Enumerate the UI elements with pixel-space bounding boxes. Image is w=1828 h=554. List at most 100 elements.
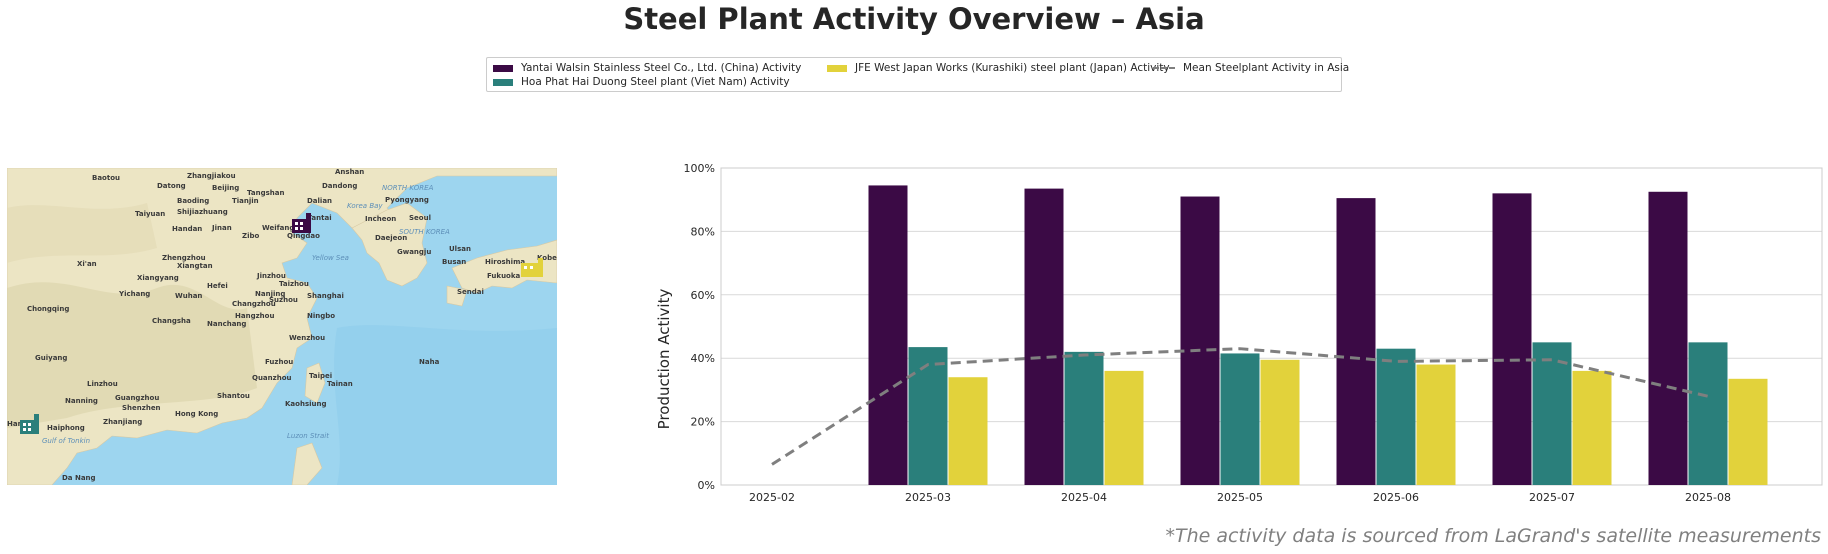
japan-land <box>451 239 557 294</box>
map-label-xiangtan: Xiangtan <box>177 262 213 270</box>
map-label-shenzhen: Shenzhen <box>122 404 161 412</box>
bar-2025-06-series-2 <box>1376 348 1416 485</box>
map-label-gwangju: Gwangju <box>397 248 431 256</box>
map-label-incheon: Incheon <box>365 215 396 223</box>
map-label-ulsan: Ulsan <box>449 245 471 253</box>
bar-2025-06-series-3 <box>1416 364 1456 485</box>
map-label-nanjing: Nanjing <box>255 290 285 298</box>
map-label-daejeon: Daejeon <box>375 234 407 242</box>
map-label-naha: Naha <box>419 358 440 366</box>
x-tick-label: 2025-07 <box>1529 491 1575 504</box>
bar-2025-07-series-2 <box>1532 342 1572 485</box>
map-label-quanzhou: Quanzhou <box>252 374 292 382</box>
terrain-north <box>7 203 157 263</box>
map-label-taizhou: Taizhou <box>279 280 309 288</box>
map-label-anshan: Anshan <box>335 168 364 176</box>
map-label-changzhou: Changzhou <box>232 300 276 308</box>
map-label-handan: Handan <box>172 225 202 233</box>
map-label-guiyang: Guiyang <box>35 354 67 362</box>
bar-2025-03-series-3 <box>948 377 988 485</box>
x-tick-label: 2025-02 <box>749 491 795 504</box>
x-tick-label: 2025-03 <box>905 491 951 504</box>
chart-legend: Yantai Walsin Stainless Steel Co., Ltd. … <box>486 57 1349 92</box>
bar-2025-07-series-1 <box>1492 193 1532 486</box>
map-svg: Baotou Zhangjiakou Anshan Datong Beijing… <box>7 168 557 485</box>
legend-swatch-jfe <box>827 64 847 72</box>
y-tick-label: 80% <box>691 225 715 238</box>
factory-icon-vietnam[interactable] <box>20 414 39 434</box>
bar-2025-03-series-2 <box>908 347 948 485</box>
legend-item-hoaphat: Hoa Phat Hai Duong Steel plant (Viet Nam… <box>493 76 790 88</box>
map-label-jinan: Jinan <box>211 224 232 232</box>
bar-2025-03-series-1 <box>868 185 908 485</box>
map-label-weifang: Weifang <box>262 224 294 232</box>
map-label-baotou: Baotou <box>92 174 120 182</box>
map-label-hiroshima: Hiroshima <box>485 258 525 266</box>
legend-swatch-yantai <box>493 64 513 72</box>
map-label-luzon-strait: Luzon Strait <box>287 432 329 440</box>
map-label-tianjin: Tianjin <box>232 197 259 205</box>
mean-activity-line <box>771 347 1709 466</box>
map-label-xiangyang: Xiangyang <box>137 274 179 282</box>
legend-line-mean <box>1153 67 1175 69</box>
map-label-ningbo: Ningbo <box>307 312 335 320</box>
bar-2025-05-series-2 <box>1220 353 1260 485</box>
map-label-dandong: Dandong <box>322 182 357 190</box>
map-label-yichang: Yichang <box>118 290 150 298</box>
y-tick-label: 60% <box>691 289 715 302</box>
map-label-shanghai: Shanghai <box>307 292 344 300</box>
kyushu-land <box>446 285 468 307</box>
legend-label-jfe: JFE West Japan Works (Kurashiki) steel p… <box>855 62 1170 74</box>
map-label-gulf-of-tonkin: Gulf of Tonkin <box>42 437 90 445</box>
map-label-hangzhou: Hangzhou <box>235 312 274 320</box>
map-label-suzhou: Suzhou <box>269 296 298 304</box>
map-label-nanning: Nanning <box>65 397 98 405</box>
map-label-zhengzhou: Zhengzhou <box>162 254 206 262</box>
y-tick-label: 100% <box>684 162 715 175</box>
map-label-zibo: Zibo <box>242 232 259 240</box>
map-label-changsha: Changsha <box>152 317 191 325</box>
y-tick-label: 20% <box>691 416 715 429</box>
map-label-hanoi: Hanoi <box>7 420 30 428</box>
factory-icon-japan[interactable] <box>521 258 543 277</box>
x-tick-label: 2025-06 <box>1373 491 1419 504</box>
x-tick-label: 2025-08 <box>1685 491 1731 504</box>
x-tick-label: 2025-05 <box>1217 491 1263 504</box>
map-label-south-korea: SOUTH KOREA <box>399 228 450 236</box>
bar-2025-06-series-1 <box>1336 198 1376 486</box>
map-label-taipei: Taipei <box>309 372 332 380</box>
map-label-jinzhou: Jinzhou <box>256 272 286 280</box>
map-label-zhanjiang: Zhanjiang <box>103 418 142 426</box>
map-label-shantou: Shantou <box>217 392 250 400</box>
map-label-hong-kong: Hong Kong <box>175 410 218 418</box>
map-label-guangzhou: Guangzhou <box>115 394 159 402</box>
footnote: *The activity data is sourced from LaGra… <box>1165 525 1821 547</box>
map-label-fukuoka: Fukuoka <box>487 272 521 280</box>
map-label-chongqing: Chongqing <box>27 305 69 313</box>
map-label-haiphong: Haiphong <box>47 424 85 432</box>
legend-swatch-hoaphat <box>493 78 513 86</box>
map-label-linzhou: Linzhou <box>87 380 118 388</box>
map-label-qingdao: Qingdao <box>287 232 320 240</box>
map-label-sendai: Sendai <box>457 288 484 296</box>
map-label-xian: Xi'an <box>77 260 97 268</box>
map-label-north-korea: NORTH KOREA <box>382 184 434 192</box>
deep-ocean <box>334 325 557 485</box>
map-label-zhangjiakou: Zhangjiakou <box>187 172 236 180</box>
map-label-busan: Busan <box>442 258 466 266</box>
map-label-kobe: Kobe <box>537 254 557 262</box>
legend-item-yantai: Yantai Walsin Stainless Steel Co., Ltd. … <box>493 62 801 74</box>
bar-2025-08-series-3 <box>1728 378 1768 485</box>
legend-label-mean: Mean Steelplant Activity in Asia <box>1183 62 1350 74</box>
y-tick-label: 0% <box>698 479 715 492</box>
bar-2025-08-series-1 <box>1648 191 1688 485</box>
map-label-taiyuan: Taiyuan <box>135 210 165 218</box>
map-label-baoding: Baoding <box>177 197 209 205</box>
map-label-fuzhou: Fuzhou <box>265 358 293 366</box>
bar-2025-08-series-2 <box>1688 342 1728 485</box>
chart-title: Steel Plant Activity Overview – Asia <box>623 2 1205 36</box>
map-label-nanchang: Nanchang <box>207 320 246 328</box>
map-label-wenzhou: Wenzhou <box>289 334 325 342</box>
factory-icon-china[interactable] <box>292 213 311 233</box>
